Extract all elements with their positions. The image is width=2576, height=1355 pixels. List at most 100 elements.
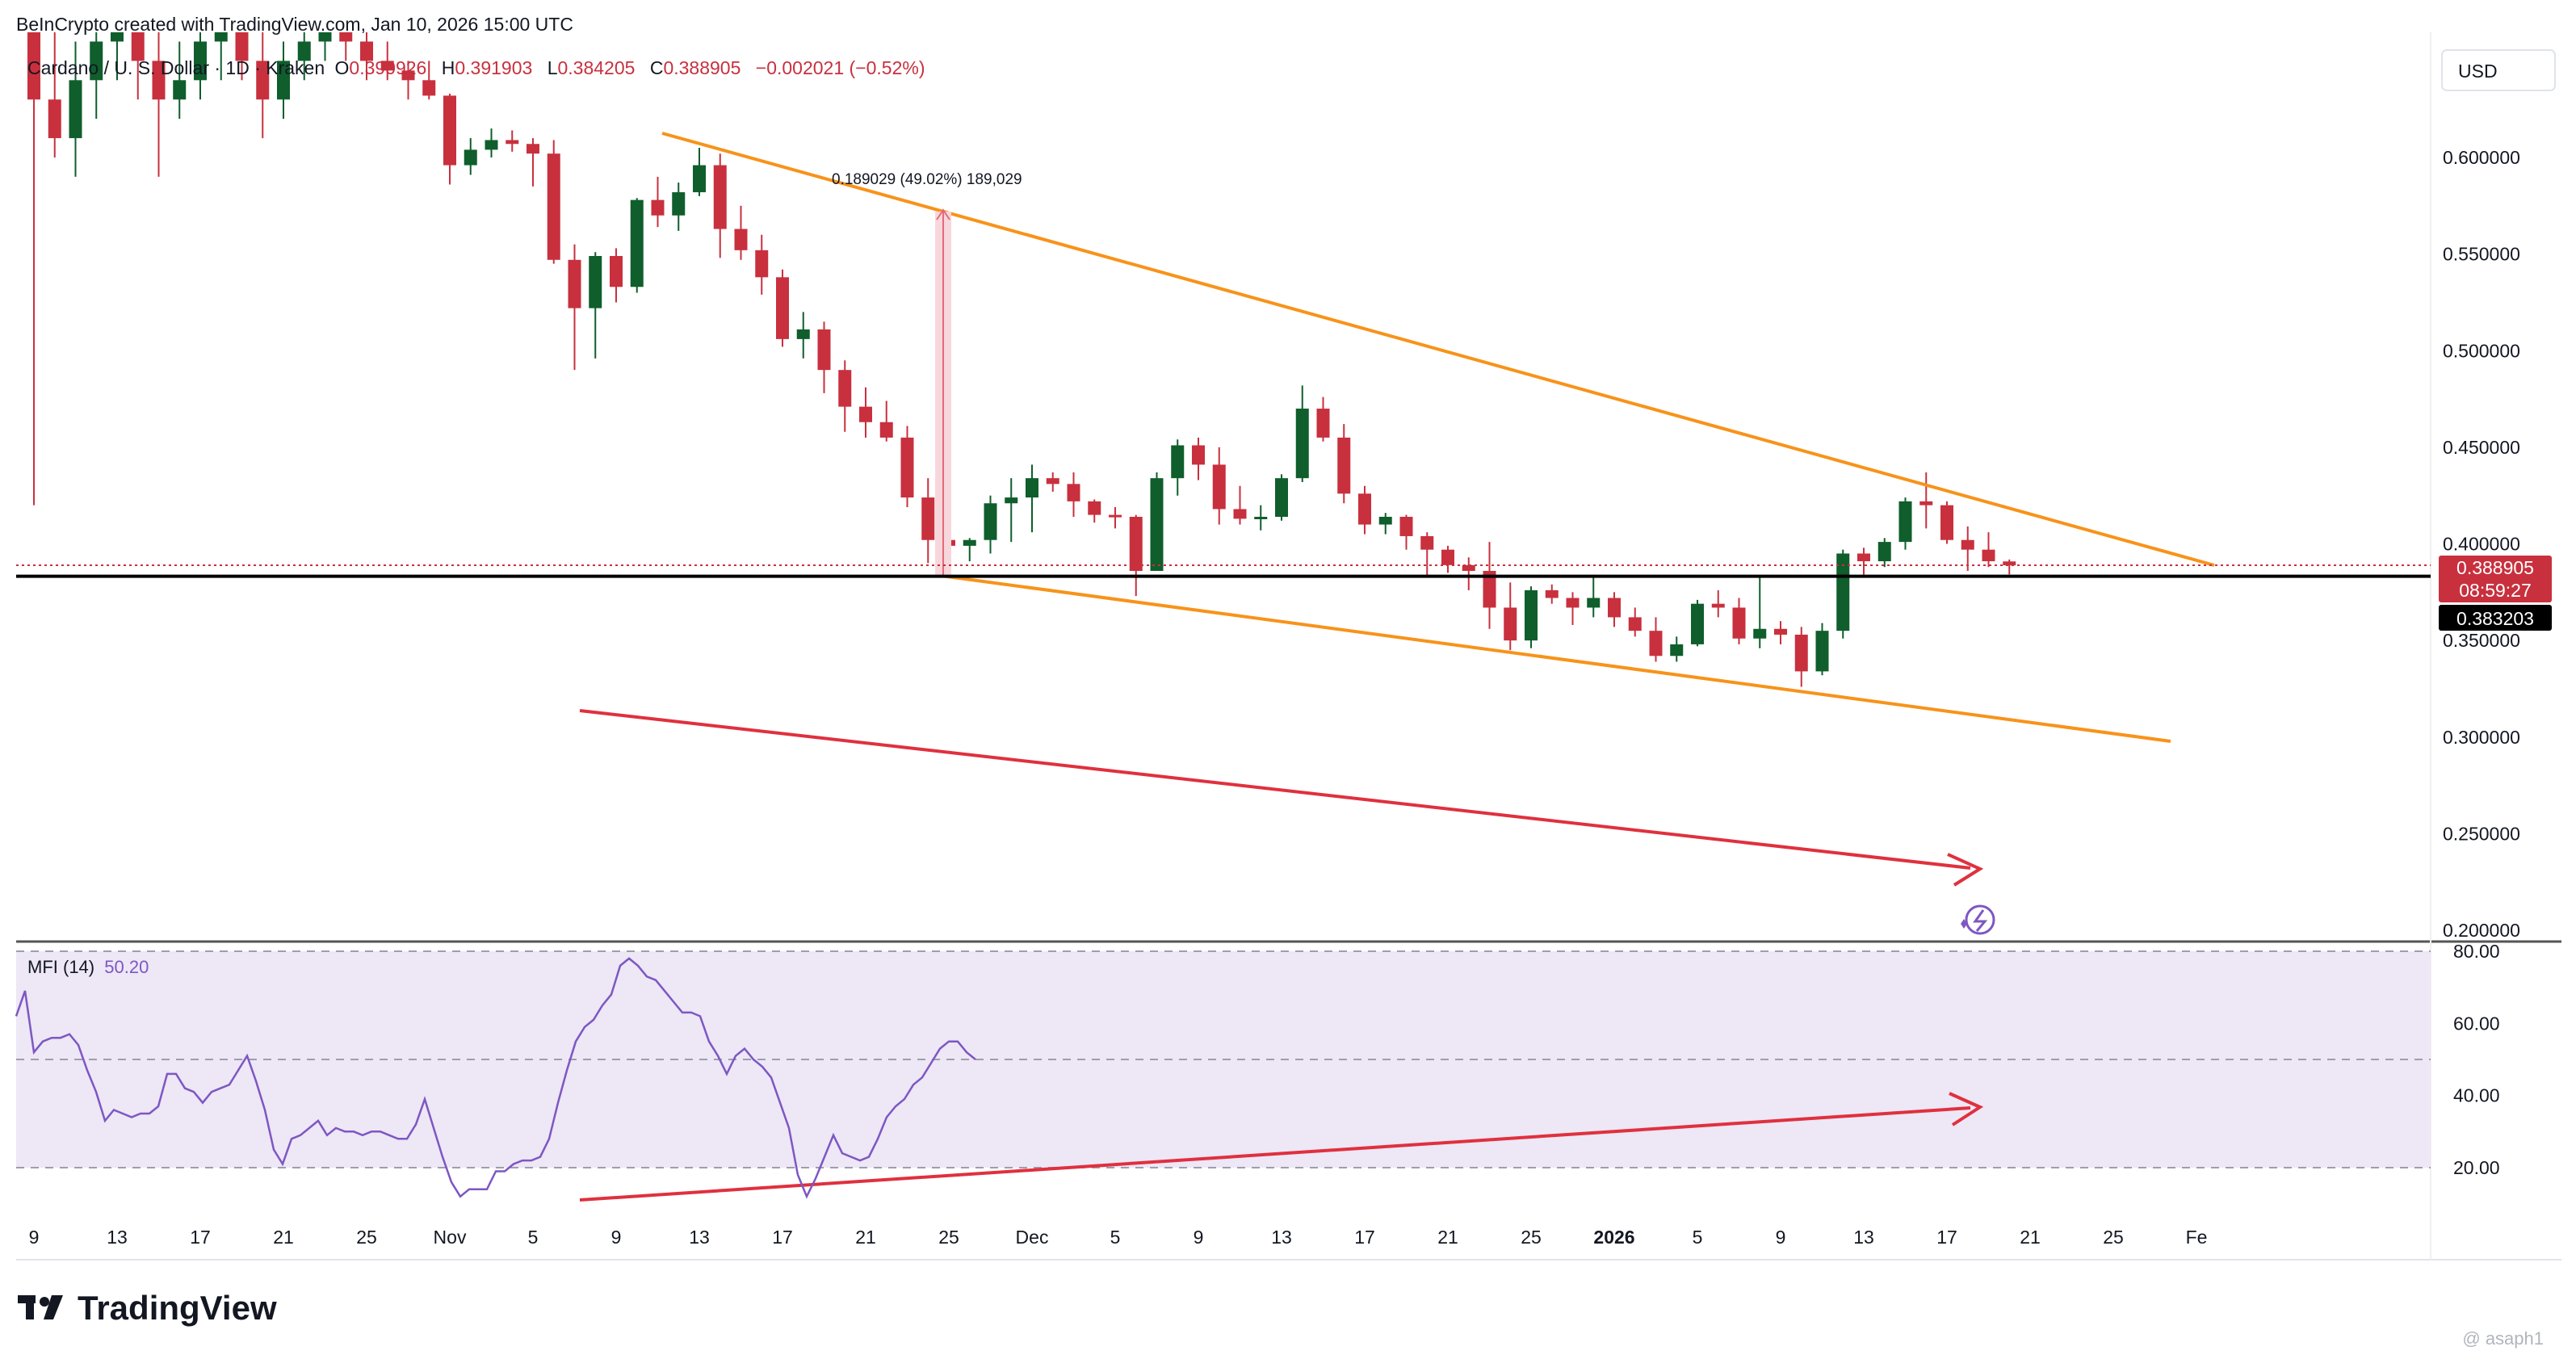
candle[interactable] bbox=[235, 32, 249, 81]
candle[interactable] bbox=[1504, 582, 1517, 651]
candle[interactable] bbox=[1171, 439, 1185, 496]
candle[interactable] bbox=[1129, 514, 1143, 597]
candle[interactable] bbox=[485, 128, 498, 157]
candle[interactable] bbox=[1649, 617, 1663, 662]
candle[interactable] bbox=[27, 32, 40, 506]
candle[interactable] bbox=[859, 387, 872, 438]
candle[interactable] bbox=[214, 32, 228, 81]
candle[interactable] bbox=[713, 153, 727, 258]
candle[interactable] bbox=[277, 41, 290, 120]
candle[interactable] bbox=[297, 32, 311, 81]
candle[interactable] bbox=[1877, 538, 1891, 568]
candle[interactable] bbox=[1919, 472, 1933, 529]
candle[interactable] bbox=[755, 234, 769, 295]
candle[interactable] bbox=[1420, 532, 1434, 577]
candle[interactable] bbox=[1898, 497, 1912, 550]
candle[interactable] bbox=[1358, 485, 1371, 535]
candle[interactable] bbox=[589, 252, 602, 359]
candle[interactable] bbox=[1233, 485, 1247, 525]
candle[interactable] bbox=[1005, 478, 1018, 543]
candle[interactable] bbox=[1295, 385, 1309, 482]
candle[interactable] bbox=[1046, 472, 1059, 492]
candle[interactable] bbox=[256, 32, 270, 139]
candle[interactable] bbox=[422, 61, 436, 100]
candle[interactable] bbox=[817, 321, 831, 393]
candle[interactable] bbox=[1566, 592, 1580, 625]
candle[interactable] bbox=[443, 94, 456, 185]
candle[interactable] bbox=[921, 478, 935, 564]
candle[interactable] bbox=[173, 41, 187, 120]
candle[interactable] bbox=[1794, 627, 1808, 687]
candle[interactable] bbox=[838, 360, 852, 432]
candle[interactable] bbox=[194, 32, 207, 100]
candle[interactable] bbox=[506, 130, 519, 152]
mfi-legend[interactable]: MFI (14) 50.20 bbox=[27, 957, 149, 977]
candle[interactable] bbox=[1441, 545, 1454, 573]
candle[interactable] bbox=[339, 32, 353, 61]
candle[interactable] bbox=[1753, 577, 1767, 648]
candle[interactable] bbox=[152, 32, 166, 177]
candle[interactable] bbox=[1212, 447, 1226, 525]
wedge-upper-line[interactable] bbox=[661, 132, 2215, 567]
candle[interactable] bbox=[1628, 607, 1642, 637]
candle[interactable] bbox=[693, 148, 706, 196]
candle[interactable] bbox=[69, 41, 82, 177]
candle[interactable] bbox=[1378, 513, 1392, 535]
candle[interactable] bbox=[131, 32, 145, 100]
candle[interactable] bbox=[1587, 574, 1601, 618]
candle[interactable] bbox=[2003, 559, 2016, 575]
candle[interactable] bbox=[630, 198, 644, 293]
candle[interactable] bbox=[1836, 549, 1850, 639]
candle[interactable] bbox=[1150, 472, 1164, 571]
candle[interactable] bbox=[796, 312, 810, 359]
symbol-title[interactable]: Cardano / U. S. Dollar · 1D · Kraken bbox=[27, 57, 325, 78]
candle[interactable] bbox=[1815, 623, 1829, 676]
candle[interactable] bbox=[1109, 507, 1122, 529]
candle[interactable] bbox=[1857, 547, 1870, 575]
candle[interactable] bbox=[318, 32, 332, 61]
candle[interactable] bbox=[1254, 505, 1268, 531]
lightning-icon[interactable] bbox=[1965, 904, 1995, 935]
candle[interactable] bbox=[568, 244, 581, 371]
candle[interactable] bbox=[610, 248, 623, 303]
candle[interactable] bbox=[1732, 598, 1746, 644]
candle[interactable] bbox=[734, 205, 748, 260]
candle[interactable] bbox=[1940, 501, 1953, 544]
candle[interactable] bbox=[879, 401, 893, 442]
candle[interactable] bbox=[1275, 474, 1288, 521]
candle[interactable] bbox=[1088, 499, 1101, 523]
candle[interactable] bbox=[1316, 396, 1330, 442]
candle[interactable] bbox=[1067, 472, 1080, 518]
candle[interactable] bbox=[651, 176, 665, 228]
candle[interactable] bbox=[1670, 636, 1684, 662]
candle[interactable] bbox=[1982, 532, 1995, 568]
candle[interactable] bbox=[1711, 589, 1725, 618]
candle[interactable] bbox=[963, 538, 976, 562]
candle[interactable] bbox=[1462, 557, 1475, 590]
candle[interactable] bbox=[984, 495, 997, 554]
candle[interactable] bbox=[380, 41, 394, 81]
candle[interactable] bbox=[547, 140, 560, 264]
candle[interactable] bbox=[90, 32, 103, 120]
candle[interactable] bbox=[111, 32, 124, 81]
candle[interactable] bbox=[776, 269, 789, 347]
candle[interactable] bbox=[900, 426, 914, 508]
candle[interactable] bbox=[360, 32, 373, 81]
candle[interactable] bbox=[464, 138, 477, 175]
candle[interactable] bbox=[672, 182, 686, 231]
currency-button[interactable] bbox=[2441, 49, 2556, 91]
candle[interactable] bbox=[1961, 526, 1974, 571]
candle[interactable] bbox=[48, 32, 61, 157]
wedge-lower-line[interactable] bbox=[934, 573, 2171, 743]
candle[interactable] bbox=[1337, 424, 1351, 504]
candle[interactable] bbox=[1192, 437, 1205, 480]
candle[interactable] bbox=[1691, 599, 1704, 647]
candle[interactable] bbox=[527, 138, 539, 187]
candle[interactable] bbox=[1525, 586, 1538, 648]
candle[interactable] bbox=[1483, 542, 1496, 629]
candle[interactable] bbox=[401, 61, 415, 100]
price-downtrend-arrow[interactable] bbox=[579, 709, 1971, 870]
candle[interactable] bbox=[1026, 464, 1038, 533]
candle[interactable] bbox=[1399, 514, 1413, 550]
candle[interactable] bbox=[1545, 584, 1559, 604]
